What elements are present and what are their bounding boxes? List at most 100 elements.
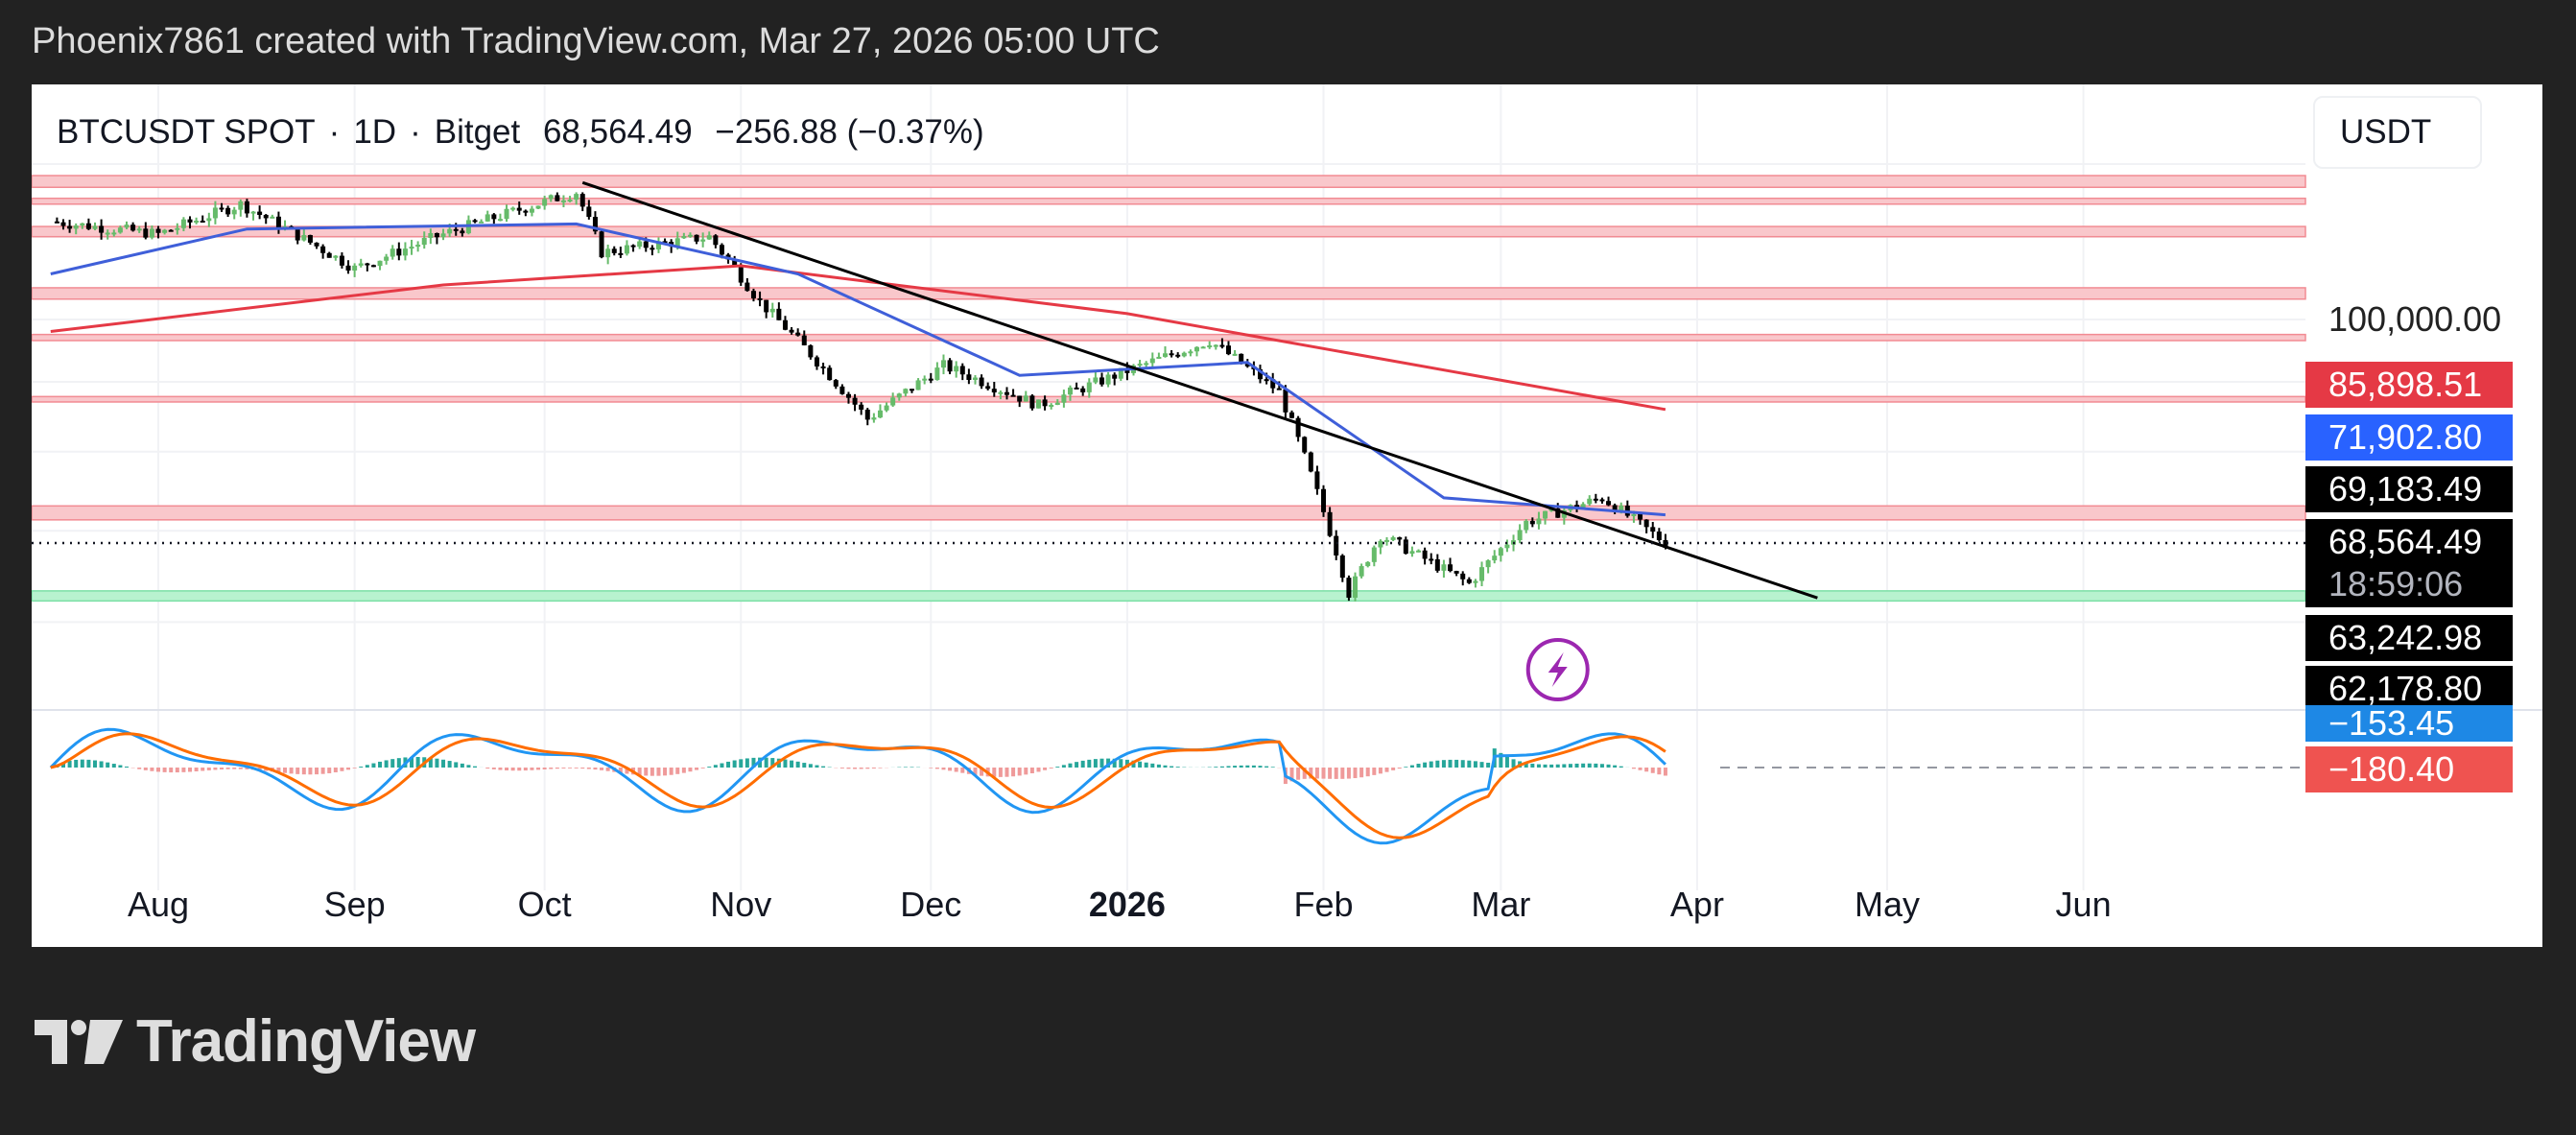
- macd-histogram-bar: [384, 760, 389, 768]
- candle-body: [548, 195, 554, 200]
- macd-histogram-bar: [466, 765, 471, 768]
- macd-histogram-bar: [530, 768, 534, 770]
- macd-histogram-bar: [1511, 759, 1516, 768]
- macd-histogram-bar: [454, 762, 459, 768]
- macd-histogram-bar: [695, 768, 699, 770]
- candle-body: [757, 297, 763, 300]
- candle-body: [1485, 560, 1491, 568]
- candle-body: [1232, 353, 1238, 356]
- candle-body: [1612, 505, 1618, 512]
- candle-body: [320, 246, 326, 253]
- macd-histogram-bar: [1214, 767, 1218, 768]
- macd-histogram-bar: [1365, 768, 1370, 777]
- macd-histogram-bar: [194, 768, 199, 772]
- candle-body: [370, 265, 376, 268]
- candle-body: [1207, 345, 1213, 348]
- macd-histogram-bar: [903, 767, 908, 768]
- candle-body: [333, 255, 339, 258]
- macd-histogram-bar: [1460, 760, 1465, 768]
- macd-histogram-bar: [593, 768, 598, 770]
- candle-body: [1219, 344, 1225, 347]
- x-axis-tick-label: Mar: [1471, 885, 1530, 924]
- candle-body: [871, 417, 877, 420]
- candle-body: [421, 237, 427, 246]
- macd-histogram-bar: [1530, 763, 1535, 768]
- macd-histogram-bar: [498, 768, 503, 770]
- macd-histogram-bar: [80, 759, 84, 768]
- macd-histogram-bar: [1536, 764, 1541, 768]
- macd-histogram-bar: [213, 768, 218, 770]
- candle-body: [1302, 437, 1308, 453]
- macd-histogram-bar: [1302, 768, 1307, 779]
- candle-body: [1213, 344, 1218, 347]
- macd-histogram-bar: [1029, 768, 1034, 774]
- price-chart[interactable]: Aug Sep Oct Nov Dec 2026 Feb Mar Apr May Jun: [32, 84, 2542, 947]
- candle-body: [833, 380, 839, 387]
- candle-body: [1441, 564, 1447, 571]
- candle-body: [1504, 544, 1510, 549]
- macd-histogram-bar: [415, 756, 420, 768]
- macd-histogram-bar: [1024, 768, 1028, 775]
- candle-body: [1042, 399, 1048, 407]
- macd-histogram-bar: [137, 768, 142, 769]
- macd-histogram-bar: [802, 763, 807, 768]
- candle-body: [839, 386, 845, 394]
- bar-countdown-label: 18:59:06: [2305, 561, 2513, 607]
- tradingview-logo-icon: [35, 1019, 123, 1064]
- macd-histogram-bar: [1657, 768, 1662, 775]
- candle-body: [1188, 351, 1193, 354]
- candle-body: [542, 199, 548, 206]
- macd-histogram-bar: [1594, 763, 1598, 768]
- candle-body: [1004, 391, 1009, 395]
- candle-body: [750, 291, 756, 298]
- candle-body: [1346, 578, 1352, 598]
- candle-body: [206, 218, 212, 222]
- candle-body: [1270, 379, 1276, 389]
- macd-histogram-bar: [536, 768, 541, 770]
- candle-body: [1353, 576, 1359, 598]
- candle-body: [732, 259, 738, 267]
- macd-histogram-bar: [156, 768, 161, 772]
- macd-histogram-bar: [505, 768, 509, 770]
- currency-button[interactable]: USDT: [2313, 96, 2482, 169]
- macd-histogram-bar: [1138, 761, 1143, 768]
- macd-histogram-bar: [1099, 758, 1104, 768]
- candle-body: [497, 219, 503, 222]
- candle-body: [244, 201, 249, 214]
- macd-histogram-bar: [1423, 762, 1428, 768]
- macd-histogram-bar: [542, 768, 547, 769]
- candle-body: [574, 194, 579, 201]
- macd-histogram-bar: [1093, 759, 1098, 768]
- candle-body: [567, 200, 573, 202]
- macd-line: [49, 727, 1666, 845]
- candle-body: [1555, 508, 1561, 518]
- candle-body: [618, 252, 624, 255]
- macd-histogram-bar: [1321, 768, 1326, 779]
- candle-body: [681, 236, 687, 239]
- candle-body: [1422, 550, 1428, 559]
- tradingview-logo[interactable]: TradingView: [35, 1007, 476, 1076]
- candle-body: [1536, 518, 1542, 525]
- macd-histogram-bar: [162, 768, 167, 772]
- candle-body: [864, 409, 870, 420]
- chart-panel[interactable]: Aug Sep Oct Nov Dec 2026 Feb Mar Apr May Jun BTCUS…: [32, 84, 2542, 947]
- macd-histogram-bar: [650, 768, 654, 776]
- candle-body: [504, 208, 509, 220]
- candle-body: [73, 225, 79, 229]
- candle-body: [979, 377, 984, 387]
- resistance-zone: [32, 225, 2306, 238]
- candle-body: [738, 266, 744, 283]
- candle-body: [409, 247, 414, 249]
- candle-body: [1543, 510, 1548, 519]
- macd-histogram-bar: [960, 768, 965, 773]
- candle-body: [117, 227, 123, 233]
- candle-body: [852, 397, 858, 405]
- macd-histogram-bar: [656, 768, 661, 776]
- macd-histogram-bar: [460, 763, 464, 768]
- macd-histogram-bar: [1309, 768, 1313, 779]
- resistance-zone: [32, 505, 2306, 521]
- candle-body: [194, 221, 200, 224]
- macd-histogram-bar: [726, 761, 731, 768]
- candle-body: [1099, 377, 1104, 385]
- candle-body: [764, 299, 769, 313]
